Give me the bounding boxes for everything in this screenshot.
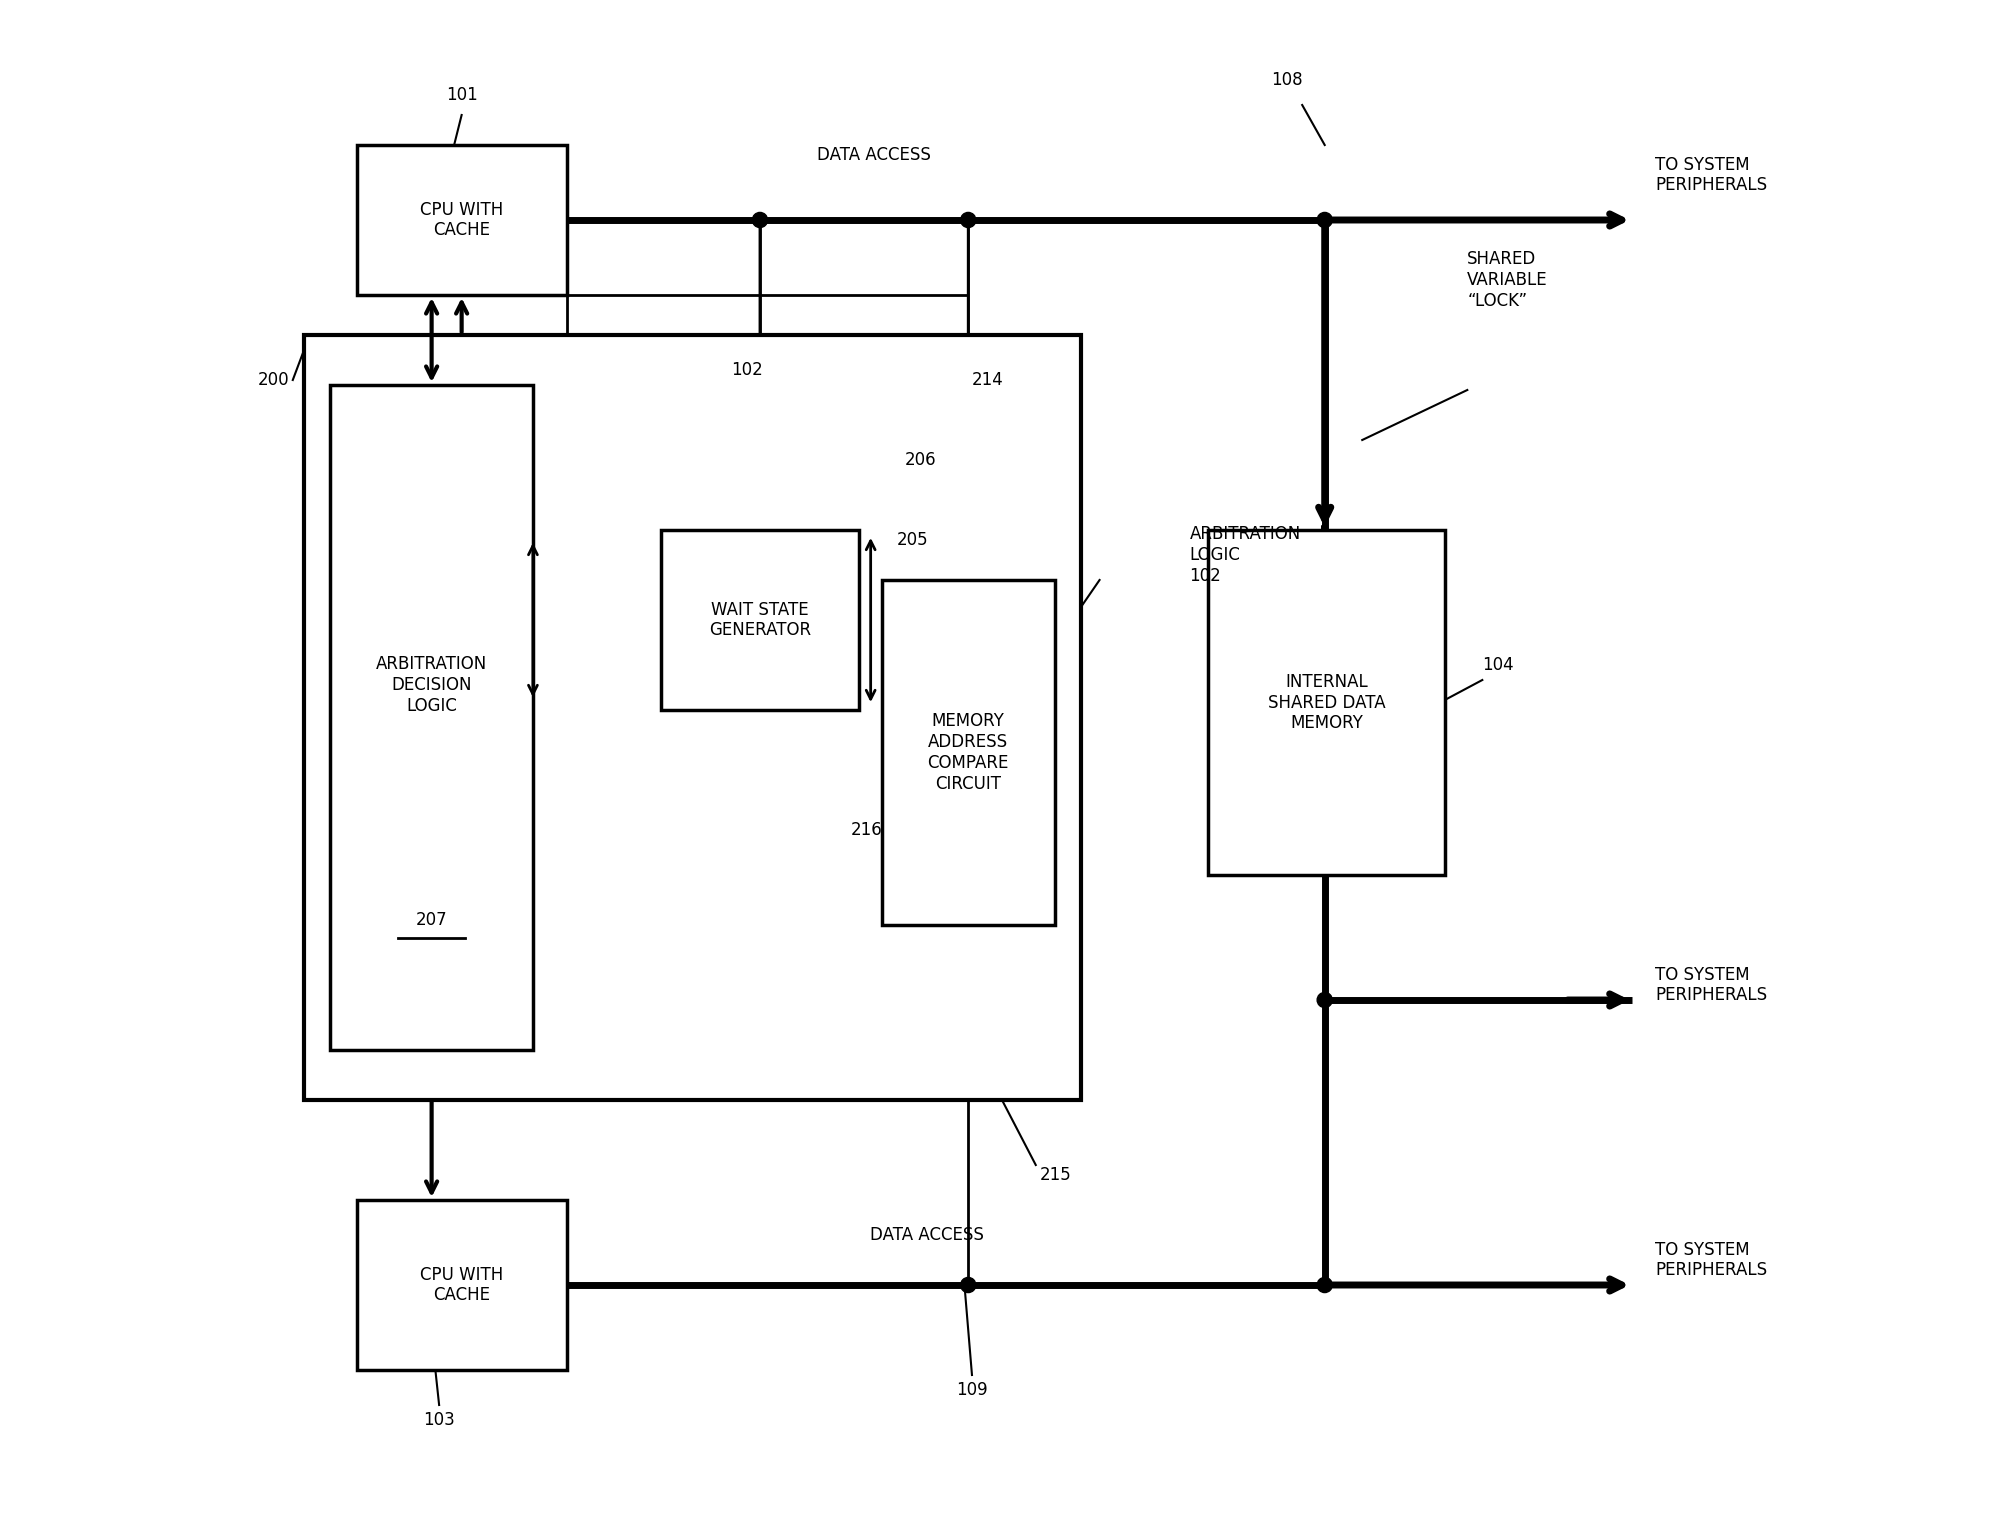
- Text: 104: 104: [1482, 657, 1514, 673]
- Text: 207: 207: [415, 911, 448, 929]
- Text: TO SYSTEM
PERIPHERALS: TO SYSTEM PERIPHERALS: [1655, 1241, 1768, 1280]
- Text: TO SYSTEM
PERIPHERALS: TO SYSTEM PERIPHERALS: [1655, 965, 1768, 1005]
- Text: MEMORY
ADDRESS
COMPARE
CIRCUIT: MEMORY ADDRESS COMPARE CIRCUIT: [927, 713, 1008, 793]
- Circle shape: [1316, 993, 1333, 1008]
- Text: 214: 214: [972, 371, 1004, 389]
- Text: 200: 200: [258, 371, 290, 389]
- Text: 215: 215: [1040, 1167, 1070, 1185]
- Text: 103: 103: [423, 1412, 456, 1428]
- Text: INTERNAL
SHARED DATA
MEMORY: INTERNAL SHARED DATA MEMORY: [1268, 673, 1385, 732]
- Circle shape: [752, 212, 768, 227]
- Text: WAIT STATE
GENERATOR: WAIT STATE GENERATOR: [710, 601, 810, 640]
- FancyBboxPatch shape: [661, 530, 859, 710]
- Text: ARBITRATION
LOGIC
102: ARBITRATION LOGIC 102: [1189, 525, 1300, 586]
- Text: TO SYSTEM
PERIPHERALS: TO SYSTEM PERIPHERALS: [1655, 156, 1768, 194]
- FancyBboxPatch shape: [304, 334, 1081, 1100]
- Text: 108: 108: [1272, 71, 1302, 89]
- Text: SHARED
VARIABLE
“LOCK”: SHARED VARIABLE “LOCK”: [1468, 250, 1548, 310]
- Text: DATA ACCESS: DATA ACCESS: [816, 145, 931, 163]
- FancyBboxPatch shape: [331, 384, 532, 1050]
- Text: 109: 109: [956, 1381, 988, 1400]
- Text: 206: 206: [905, 451, 935, 469]
- FancyBboxPatch shape: [357, 1200, 566, 1369]
- FancyBboxPatch shape: [1208, 530, 1445, 875]
- Text: DATA ACCESS: DATA ACCESS: [871, 1226, 984, 1244]
- Text: 216: 216: [851, 822, 883, 840]
- Circle shape: [962, 1277, 976, 1292]
- Text: ARBITRATION
DECISION
LOGIC: ARBITRATION DECISION LOGIC: [377, 655, 488, 714]
- Circle shape: [1316, 1277, 1333, 1292]
- Circle shape: [1316, 212, 1333, 227]
- Text: 102: 102: [732, 362, 762, 378]
- FancyBboxPatch shape: [881, 579, 1054, 924]
- Text: CPU WITH
CACHE: CPU WITH CACHE: [419, 201, 504, 239]
- Circle shape: [962, 212, 976, 227]
- FancyBboxPatch shape: [357, 145, 566, 295]
- Text: 101: 101: [446, 86, 478, 104]
- Text: CPU WITH
CACHE: CPU WITH CACHE: [419, 1265, 504, 1304]
- Text: 205: 205: [897, 531, 929, 549]
